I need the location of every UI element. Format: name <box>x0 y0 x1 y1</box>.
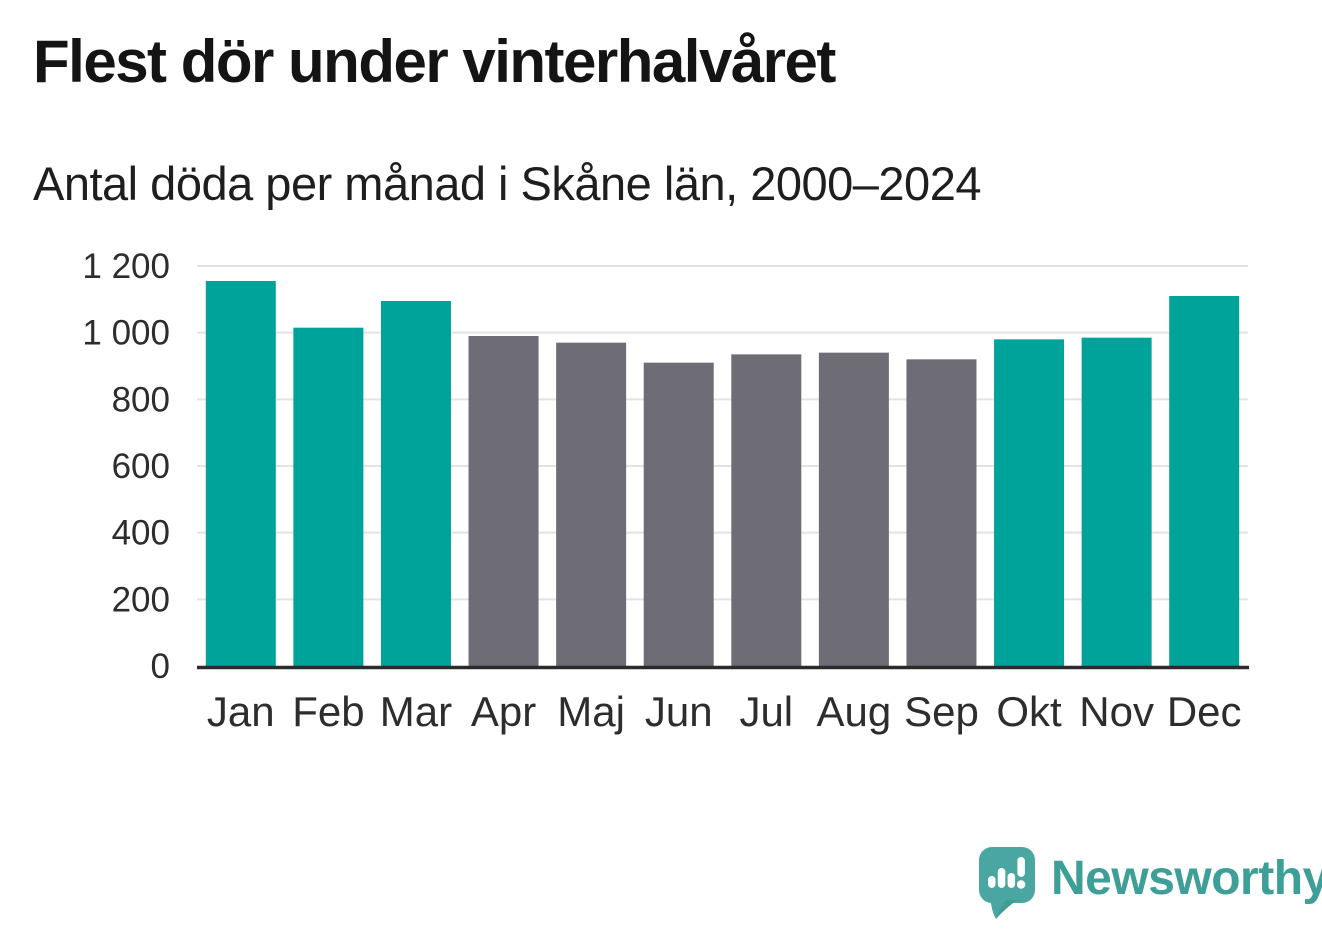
x-axis-tick-label-feb: Feb <box>292 688 364 735</box>
y-axis-tick-label-800: 800 <box>112 380 170 419</box>
x-axis-tick-label-jun: Jun <box>645 688 713 735</box>
x-axis-tick-label-nov: Nov <box>1079 688 1154 735</box>
x-axis-tick-label-aug: Aug <box>817 688 892 735</box>
y-axis-tick-label-0: 0 <box>151 647 170 686</box>
logo-bar-2 <box>997 868 1006 888</box>
x-axis-tick-label-jan: Jan <box>207 688 275 735</box>
bar-aug <box>818 352 889 666</box>
x-axis-tick-label-sep: Sep <box>904 688 979 735</box>
bar-maj <box>556 342 627 666</box>
bar-jun <box>643 362 714 666</box>
logo-tail-shade <box>996 900 1017 919</box>
bar-jul <box>731 354 802 666</box>
x-axis-tick-label-maj: Maj <box>557 688 625 735</box>
y-axis-tick-label-400: 400 <box>112 514 170 553</box>
y-axis-tick-label-200: 200 <box>112 580 170 619</box>
brand-name: Newsworthy <box>1051 852 1322 905</box>
bar-sep <box>906 359 977 666</box>
logo-speech-bubble <box>979 847 1035 903</box>
x-axis-tick-label-dec: Dec <box>1167 688 1242 735</box>
bar-dec <box>1169 296 1240 666</box>
y-axis-tick-label-1200: 1 200 <box>82 247 170 286</box>
newsworthy-logo-icon <box>979 847 1035 919</box>
chart-title: Flest dör under vinterhalvåret <box>33 28 836 95</box>
y-axis-tick-label-600: 600 <box>112 447 170 486</box>
brand-footer: Newsworthy <box>976 846 1322 922</box>
bar-apr <box>468 336 539 666</box>
x-axis-tick-label-mar: Mar <box>380 688 452 735</box>
bar-okt <box>994 339 1065 666</box>
bar-feb <box>293 327 364 666</box>
bar-nov <box>1081 337 1152 666</box>
chart-subtitle: Antal döda per månad i Skåne län, 2000–2… <box>33 157 981 210</box>
logo-bar-3 <box>1007 873 1016 888</box>
y-axis-tick-label-1000: 1 000 <box>82 314 170 353</box>
logo-exclamation-dot <box>1016 880 1026 889</box>
logo-bar-1 <box>988 876 996 888</box>
x-axis-tick-label-jul: Jul <box>739 688 793 735</box>
x-axis-tick-label-apr: Apr <box>471 688 536 735</box>
x-axis-tick-label-okt: Okt <box>996 688 1062 735</box>
bar-jan <box>205 281 276 666</box>
bar-mar <box>380 301 451 666</box>
logo-exclamation-bar <box>1017 857 1025 877</box>
